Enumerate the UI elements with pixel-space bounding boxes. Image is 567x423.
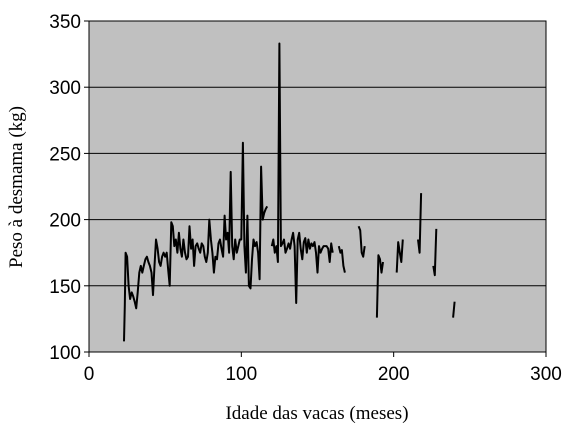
series-line-segment <box>375 254 384 318</box>
x-ticks: 0 100 200 300 <box>84 352 562 385</box>
y-tick-label: 100 <box>49 343 81 364</box>
series-line-segment <box>452 301 456 318</box>
x-axis-title: Idade das vacas (meses) <box>225 403 408 423</box>
x-tick-label: 0 <box>84 364 95 385</box>
series-line-segment <box>417 193 423 254</box>
series-line-segment <box>270 42 334 304</box>
y-ticks: 100 150 200 250 300 350 <box>49 12 89 364</box>
gridlines <box>89 20 546 287</box>
y-tick-label: 200 <box>49 211 81 232</box>
y-tick-label: 250 <box>49 144 81 165</box>
x-tick-label: 200 <box>378 364 410 385</box>
series-line-segment <box>432 228 438 277</box>
series-line-segment <box>337 245 346 273</box>
plot-area <box>88 20 547 353</box>
series-line-segment <box>357 225 366 258</box>
y-tick-label: 300 <box>49 78 81 99</box>
y-axis-title: Peso à desmama (kg) <box>6 106 27 268</box>
series-line-segment <box>123 141 269 342</box>
y-tick-label: 350 <box>49 12 81 33</box>
series-line-segment <box>395 239 404 273</box>
y-tick-label: 150 <box>49 277 81 298</box>
x-tick-label: 100 <box>225 364 257 385</box>
data-lines <box>123 42 456 342</box>
x-tick-label: 300 <box>530 364 562 385</box>
